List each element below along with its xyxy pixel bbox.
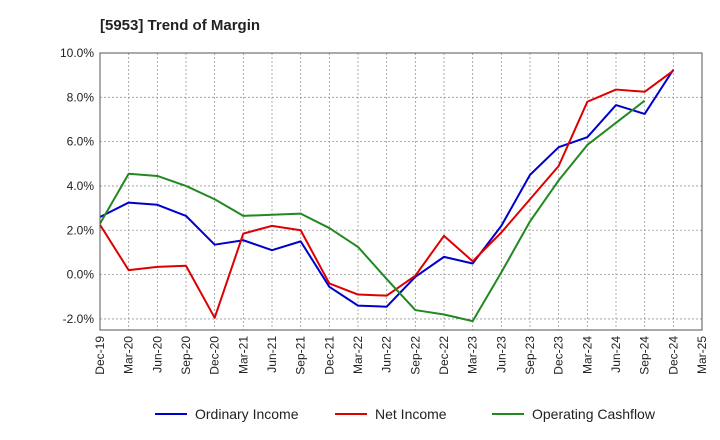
x-tick-label: Sep-23 <box>523 336 537 375</box>
plot-frame <box>99 52 703 331</box>
x-tick-label: Jun-22 <box>380 336 394 373</box>
x-tick-label: Sep-24 <box>638 336 652 375</box>
series-lines <box>99 69 675 323</box>
x-tick-label: Mar-21 <box>236 336 250 374</box>
x-tick-label: Mar-23 <box>466 336 480 374</box>
x-tick-label: Mar-22 <box>351 336 365 374</box>
series-line-operating-cashflow <box>99 99 646 323</box>
legend-label-operating-cashflow: Operating Cashflow <box>532 406 656 422</box>
x-tick-label: Sep-21 <box>294 336 308 375</box>
x-tick-label: Jun-20 <box>150 336 164 373</box>
y-tick-label: 8.0% <box>67 90 95 104</box>
x-tick-label: Dec-21 <box>322 336 336 375</box>
x-tick-label: Mar-20 <box>122 336 136 374</box>
legend-label-net-income: Net Income <box>375 406 447 422</box>
y-tick-label: 4.0% <box>67 179 95 193</box>
x-tick-label: Mar-24 <box>580 336 594 374</box>
x-tick-label: Jun-21 <box>265 336 279 373</box>
x-tick-label: Jun-23 <box>494 336 508 373</box>
y-axis: -2.0% 0.0% 2.0% 4.0% 6.0% 8.0% 10.0% <box>60 46 94 326</box>
y-tick-label: 6.0% <box>67 135 95 149</box>
x-tick-label: Dec-19 <box>93 336 107 375</box>
grid <box>100 52 702 330</box>
chart-title: [5953] Trend of Margin <box>100 17 260 34</box>
x-tick-label: Jun-24 <box>609 336 623 373</box>
y-tick-label: -2.0% <box>63 312 95 326</box>
x-tick-label: Dec-23 <box>552 336 566 375</box>
series-line-ordinary-income <box>99 69 675 308</box>
legend-label-ordinary-income: Ordinary Income <box>195 406 299 422</box>
x-tick-label: Dec-22 <box>437 336 451 375</box>
x-tick-label: Mar-25 <box>695 336 709 374</box>
x-axis: Dec-19 Mar-20 Jun-20 Sep-20 Dec-20 Mar-21 Jun-… <box>93 336 709 375</box>
y-tick-label: 2.0% <box>67 223 95 237</box>
x-tick-label: Dec-20 <box>208 336 222 375</box>
y-tick-label: 0.0% <box>67 268 95 282</box>
x-tick-label: Dec-24 <box>666 336 680 375</box>
series-line-net-income <box>99 69 674 319</box>
x-tick-label: Sep-22 <box>408 336 422 375</box>
y-tick-label: 10.0% <box>60 46 94 60</box>
x-tick-label: Sep-20 <box>179 336 193 375</box>
legend: Ordinary Income Net Income Operating Cashf… <box>155 406 656 422</box>
